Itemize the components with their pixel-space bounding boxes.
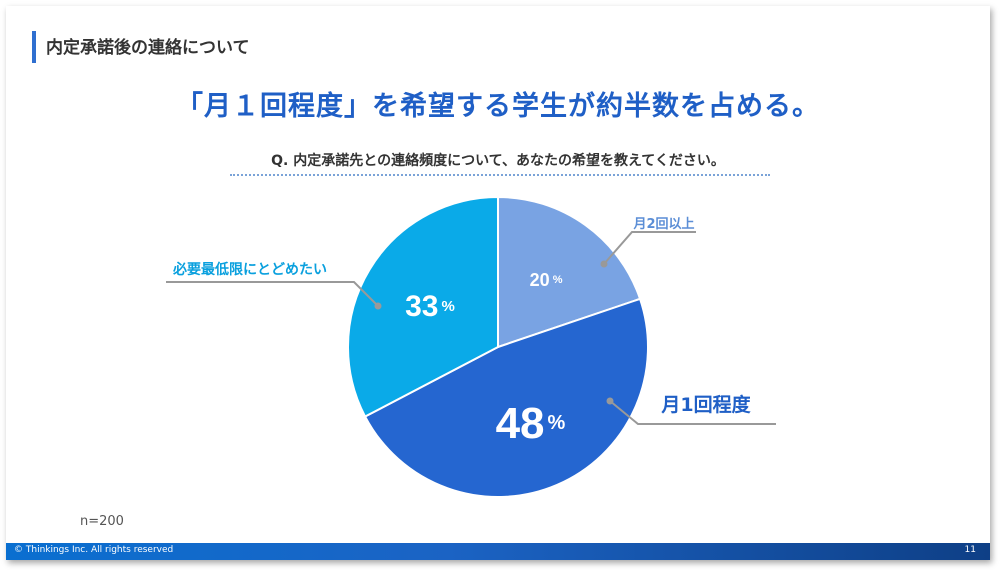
slice-category-label-2: 月1回程度 [660, 393, 751, 416]
title-accent-bar [32, 31, 36, 63]
section-title: 内定承諾後の連絡について [46, 38, 250, 58]
leader-line-1 [603, 231, 696, 265]
pie-slice-1 [497, 195, 642, 349]
slice-value-label-2: 48% [496, 398, 566, 447]
leader-line-3 [166, 281, 379, 307]
slice-category-label-3: 必要最低限にとどめたい [172, 261, 327, 278]
leader-dot-3 [374, 302, 382, 310]
leader-line-2 [609, 400, 776, 425]
pie-slice-2 [363, 297, 649, 499]
pie-slice-3 [347, 195, 499, 418]
leader-dot-1 [600, 260, 608, 268]
sample-size-note: n=200 [80, 514, 124, 529]
copyright-text: © Thinkings Inc. All rights reserved [14, 545, 174, 555]
footer-bar: © Thinkings Inc. All rights reserved 11 [6, 543, 990, 560]
slice-category-label-1: 月2回以上 [632, 217, 694, 232]
slice-value-label-1: 20% [530, 270, 563, 290]
slice-value-label-3: 33% [405, 289, 455, 322]
headline: 「月１回程度」を希望する学生が約半数を占める。 [176, 91, 820, 122]
page-number: 11 [964, 545, 976, 555]
question-underline [230, 174, 770, 176]
slide: 内定承諾後の連絡について 「月１回程度」を希望する学生が約半数を占める。 Q. … [6, 6, 990, 560]
survey-question: Q. 内定承諾先との連絡頻度について、あなたの希望を教えてください。 [271, 153, 725, 169]
leader-dot-2 [606, 397, 614, 405]
